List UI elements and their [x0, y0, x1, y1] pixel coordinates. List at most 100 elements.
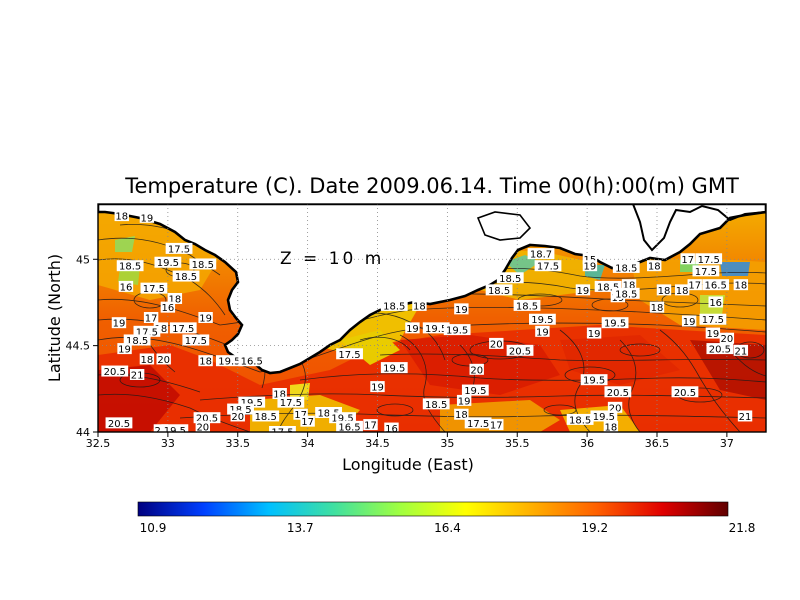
contour-label: 18 [674, 284, 690, 297]
svg-text:19: 19 [199, 314, 212, 325]
contour-label: 20 [153, 424, 169, 432]
contour-label: 19.5 [215, 355, 243, 368]
y-axis: 44 44.5 45 [66, 253, 98, 439]
svg-text:19: 19 [371, 383, 384, 394]
svg-text:17.5: 17.5 [537, 262, 559, 273]
contour-label: 20.5 [604, 386, 632, 399]
svg-text:17.5: 17.5 [172, 324, 194, 335]
contour-label: 17.5 [165, 242, 193, 255]
svg-text:19: 19 [113, 319, 126, 330]
contour-label: 19 [198, 312, 213, 325]
contour-label: 17 [300, 415, 315, 428]
svg-text:19: 19 [458, 396, 471, 407]
contour-label: 19 [586, 327, 602, 340]
svg-text:18.5: 18.5 [192, 260, 214, 271]
plot-frame [97, 203, 767, 433]
contour-label: 20.5 [506, 344, 534, 357]
contour-label: 18.5 [485, 284, 513, 297]
contour-label: 19 [370, 381, 385, 394]
svg-text:18: 18 [623, 281, 636, 292]
x-tick-label: 33 [161, 437, 175, 450]
svg-text:18.5: 18.5 [597, 282, 619, 293]
contour-label: 18 [656, 284, 672, 297]
svg-text:17.5: 17.5 [280, 398, 302, 409]
svg-text:18: 18 [273, 390, 286, 401]
svg-text:19: 19 [707, 329, 720, 340]
svg-text:18.5: 18.5 [126, 336, 148, 347]
contour-label: 17.5 [699, 313, 727, 326]
svg-text:18: 18 [658, 286, 671, 297]
svg-text:20.5: 20.5 [104, 367, 126, 378]
svg-text:18: 18 [676, 286, 689, 297]
svg-text:17.5: 17.5 [467, 419, 489, 430]
svg-text:19: 19 [118, 345, 131, 356]
contour-label: 20.5 [193, 412, 221, 425]
colorbar-label: 16.4 [434, 521, 461, 535]
svg-text:17.5: 17.5 [698, 255, 720, 266]
svg-text:18: 18 [734, 281, 747, 292]
y-tick-label: 44 [76, 426, 90, 439]
svg-text:18.5: 18.5 [425, 400, 447, 411]
colorbar: 10.9 13.7 16.4 19.2 21.8 [137, 501, 756, 535]
contour-label: 18.5 [422, 398, 450, 411]
svg-text:17.5: 17.5 [185, 336, 207, 347]
contour-label: 19 [582, 260, 598, 273]
grid [98, 204, 766, 432]
contour-label: 16.5 [702, 279, 730, 292]
contour-label: 18 [647, 260, 662, 273]
contour-label: 17.5 [534, 260, 562, 273]
contour-label: 18 [603, 420, 619, 432]
svg-text:17: 17 [145, 314, 158, 325]
contour-label: 16 [160, 301, 176, 314]
contour-label: 18.5 [566, 413, 594, 426]
svg-text:18.5: 18.5 [119, 262, 141, 273]
contour-label: 18 [198, 355, 213, 368]
contour-label: 18.5 [612, 261, 640, 274]
contour-label: 18 [412, 299, 427, 312]
svg-text:17: 17 [364, 421, 377, 432]
svg-text:19: 19 [584, 262, 597, 273]
svg-text:16.5: 16.5 [338, 422, 360, 433]
svg-text:16.5: 16.5 [705, 281, 727, 292]
contour-label: 17 [143, 312, 159, 325]
contour-label: 18.5 [594, 280, 622, 293]
contour-label: 18 [649, 301, 665, 314]
colorbar-label: 21.8 [729, 521, 756, 535]
svg-text:20.5: 20.5 [509, 346, 531, 357]
svg-text:17: 17 [301, 417, 314, 428]
contour-label: 18 [139, 353, 155, 366]
contour-label: 20 [469, 363, 484, 376]
contour-label: 17.5 [277, 396, 305, 409]
svg-text:19.5: 19.5 [464, 386, 486, 397]
contour-label: 18.5 [172, 270, 200, 283]
contour-label: 19.5 [329, 412, 356, 425]
svg-text:16.5: 16.5 [241, 357, 263, 368]
contour-label: 17 [363, 419, 378, 432]
contour-label: 19 [705, 327, 721, 340]
contour-label: 20 [230, 410, 245, 423]
contour-label: 19 [535, 325, 550, 338]
contour-label: 19.5 [422, 322, 450, 335]
contour-label: 19 [117, 343, 132, 356]
contour-label: 18 [114, 210, 129, 223]
contour-label: 19 [575, 284, 591, 297]
contour-label: 19.5 [380, 362, 408, 375]
svg-text:20: 20 [721, 334, 734, 345]
svg-text:19: 19 [141, 213, 154, 224]
svg-text:18: 18 [168, 295, 181, 306]
x-tick-label: 34.5 [365, 437, 390, 450]
contour-label: 18.5 [612, 287, 640, 300]
contour-label: 18.5 [513, 299, 541, 312]
contour-label: 18 [167, 293, 183, 306]
contour-label: 20.5 [105, 417, 133, 430]
contour-label: 19 [454, 303, 469, 316]
contour-label: 19.5 [529, 313, 556, 326]
svg-text:18.5: 18.5 [383, 301, 405, 312]
contour-label: 16 [708, 296, 723, 309]
svg-text:16: 16 [120, 282, 133, 293]
contour-label: 16.5 [238, 355, 266, 368]
contour-label: 18 [733, 279, 749, 292]
svg-text:19.5: 19.5 [331, 414, 353, 425]
contour-label: 21 [733, 344, 749, 357]
